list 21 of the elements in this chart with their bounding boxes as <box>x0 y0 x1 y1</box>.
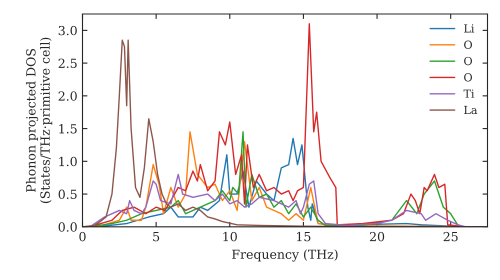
y-tick-label: 0.0 <box>58 222 77 232</box>
x-tick-label: 15 <box>296 232 310 242</box>
y-tick-label: 2.5 <box>58 58 77 68</box>
y-tick-label: 2.0 <box>58 91 77 101</box>
legend-label: La <box>464 106 478 114</box>
legend-label: O <box>464 56 472 66</box>
legend-label: Li <box>464 24 474 32</box>
y-tick-label: 3.0 <box>58 26 77 36</box>
legend-label: O <box>464 73 472 82</box>
x-tick-label: 0 <box>79 232 86 242</box>
y-tick-label: 1.5 <box>59 124 77 134</box>
x-tick-label: 5 <box>153 232 160 242</box>
y-tick-label: 1.0 <box>59 156 77 166</box>
y-tick-label: 0.5 <box>58 190 77 199</box>
legend-label: O <box>464 40 472 49</box>
x-tick-label: 25 <box>444 232 458 242</box>
x-tick-label: 20 <box>370 232 384 242</box>
x-tick-label: 10 <box>223 232 237 242</box>
legend-label: Ti <box>464 90 474 98</box>
y-axis-title: Phonon projected DOS (States/THz·primitive cell) <box>26 38 52 204</box>
x-axis-title: Frequency (THz) <box>232 249 338 262</box>
